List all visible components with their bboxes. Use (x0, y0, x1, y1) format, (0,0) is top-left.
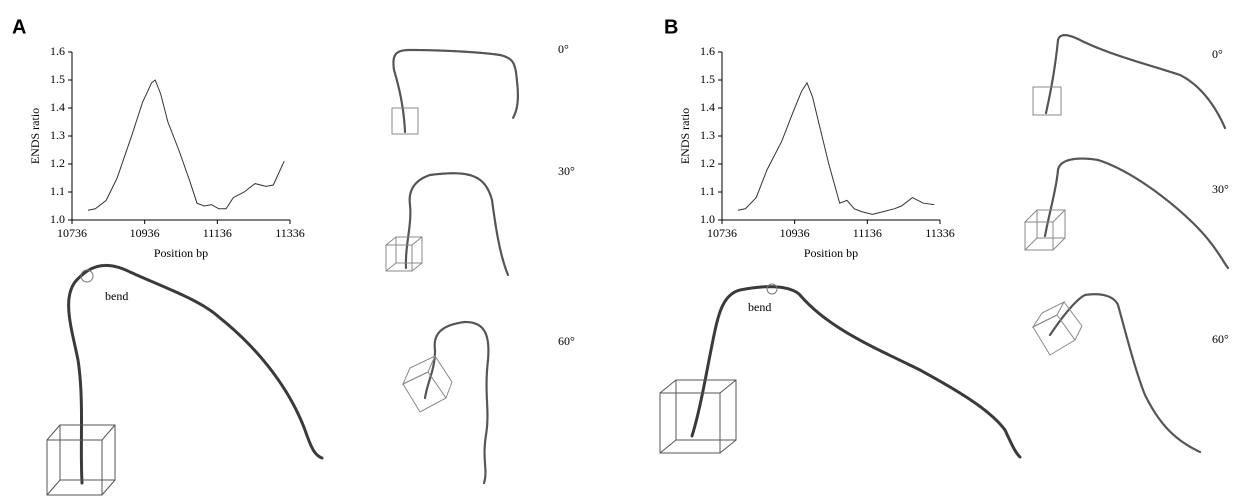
rotation-label: 60° (558, 334, 575, 348)
y-tick-label: 1.2 (700, 156, 715, 170)
x-tick-label: 10936 (780, 226, 810, 240)
panel-label: A (12, 16, 26, 38)
y-tick-label: 1.6 (700, 44, 715, 58)
y-tick-label: 1.3 (700, 128, 715, 142)
x-tick-label: 11136 (203, 226, 232, 240)
y-tick-label: 1.1 (50, 184, 65, 198)
figure: A0°30°60°bend1.01.11.21.31.41.51.6107361… (0, 0, 1234, 500)
y-tick-label: 1.1 (700, 184, 715, 198)
rotation-label: 60° (1212, 332, 1229, 346)
x-tick-label: 11336 (925, 226, 955, 240)
x-tick-label: 10736 (707, 226, 737, 240)
dna-model-a (47, 50, 518, 495)
y-tick-label: 1.0 (700, 212, 715, 226)
dna-model-b (660, 35, 1228, 457)
rotation-label: 30° (558, 164, 575, 178)
x-axis-label: Position bp (154, 246, 208, 260)
data-line (738, 83, 934, 215)
data-line (88, 80, 284, 210)
y-axis-label: ENDS ratio (28, 108, 42, 164)
page: {"chart_data": [ {"type": "line", "panel… (0, 0, 1234, 500)
x-tick-label: 10936 (130, 226, 160, 240)
y-tick-label: 1.4 (700, 100, 715, 114)
bend-annotation: bend (105, 289, 128, 303)
x-tick-label: 11336 (275, 226, 305, 240)
y-tick-label: 1.3 (50, 128, 65, 142)
bend-annotation: bend (748, 300, 771, 314)
y-tick-label: 1.5 (50, 72, 65, 86)
panel-label: B (664, 16, 678, 38)
x-tick-label: 10736 (57, 226, 87, 240)
y-tick-label: 1.6 (50, 44, 65, 58)
rotation-label: 0° (558, 42, 569, 56)
y-tick-label: 1.0 (50, 212, 65, 226)
rotation-label: 30° (1212, 182, 1229, 196)
rotation-label: 0° (1212, 47, 1223, 61)
y-tick-label: 1.2 (50, 156, 65, 170)
x-axis-label: Position bp (804, 246, 858, 260)
y-tick-label: 1.5 (700, 72, 715, 86)
y-axis-label: ENDS ratio (678, 108, 692, 164)
y-tick-label: 1.4 (50, 100, 65, 114)
x-tick-label: 11136 (853, 226, 882, 240)
